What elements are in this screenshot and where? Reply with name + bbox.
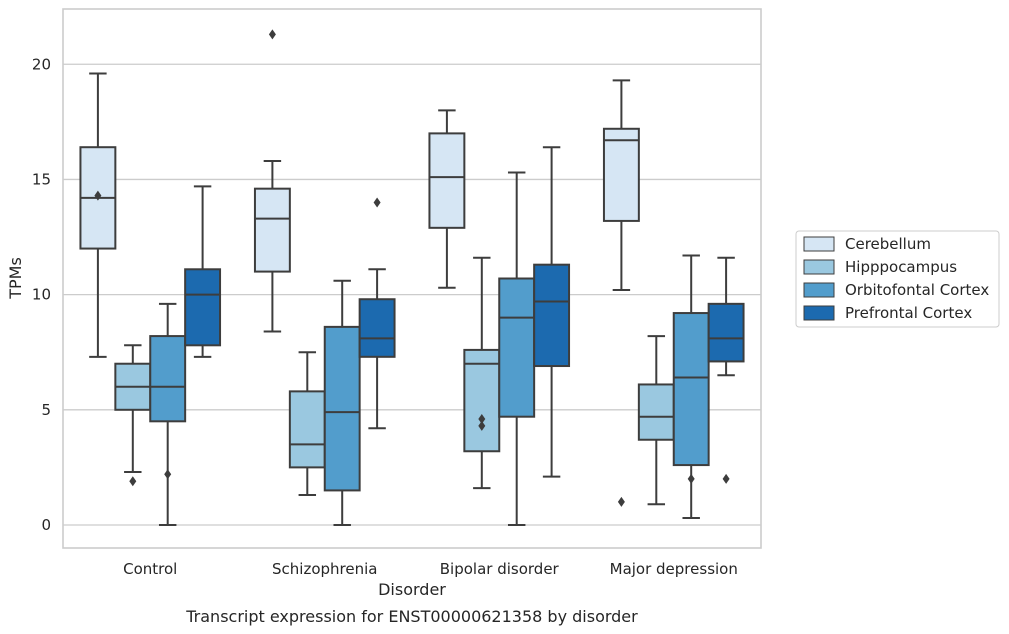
box — [533, 146, 571, 478]
legend-label: Prefrontal Cortex — [845, 304, 972, 322]
x-tick-label: Control — [123, 560, 177, 578]
plot-frame — [62, 8, 762, 549]
box — [253, 29, 291, 333]
box-body — [707, 302, 745, 363]
box-body — [637, 383, 675, 441]
x-tick-labels: Control Schizophrenia Bipolar disorder Majo… — [123, 560, 738, 578]
box — [184, 185, 222, 358]
box-body — [463, 348, 501, 453]
box-body — [323, 325, 361, 492]
box-body — [253, 187, 291, 273]
box — [428, 109, 466, 289]
box — [323, 279, 361, 526]
series-orbitofontal-cortex — [149, 171, 710, 526]
outlier-point — [164, 469, 172, 480]
outlier-point — [129, 476, 137, 487]
box — [672, 254, 710, 520]
legend-swatch — [803, 236, 835, 252]
outlier-point — [687, 473, 695, 484]
y-tick-label: 5 — [41, 401, 51, 419]
y-tick-label: 15 — [32, 170, 51, 188]
legend-swatch — [803, 282, 835, 298]
x-tick-label: Schizophrenia — [272, 560, 377, 578]
box — [288, 351, 326, 497]
legend-swatch — [803, 305, 835, 321]
box — [498, 171, 536, 526]
y-tick-label: 10 — [32, 286, 51, 304]
outlier-point — [617, 496, 625, 507]
x-tick-label: Bipolar disorder — [440, 560, 560, 578]
outlier-point — [268, 29, 276, 40]
x-axis-label: Disorder — [378, 580, 446, 599]
box-body — [672, 312, 710, 467]
outlier-point — [94, 190, 102, 201]
legend-frame — [795, 230, 1000, 328]
legend: Cerebellum Hipppocampus Orbitofontal Corte… — [795, 230, 1000, 328]
box — [114, 344, 152, 487]
box-body — [184, 268, 222, 347]
box-body — [498, 277, 536, 418]
box — [707, 256, 745, 484]
box-body — [288, 390, 326, 469]
legend-items: Cerebellum Hipppocampus Orbitofontal Corte… — [803, 235, 989, 322]
box — [637, 335, 675, 506]
box-body — [428, 132, 466, 229]
box-series — [79, 29, 745, 526]
legend-label: Hipppocampus — [845, 258, 957, 276]
series-cerebellum — [79, 29, 640, 507]
y-axis-label: TPMs — [6, 257, 25, 300]
box-body — [602, 127, 640, 222]
box — [79, 72, 117, 358]
outlier-point — [373, 197, 381, 208]
outlier-point — [478, 420, 486, 431]
outlier-point — [478, 414, 486, 425]
series-prefrontal-cortex — [184, 146, 745, 484]
box — [602, 79, 640, 507]
outlier-point — [722, 473, 730, 484]
box-body — [533, 263, 571, 368]
legend-label: Orbitofontal Cortex — [845, 281, 989, 299]
box — [358, 197, 396, 430]
box-body — [149, 335, 187, 423]
y-tick-label: 0 — [41, 516, 51, 534]
legend-swatch — [803, 259, 835, 275]
x-tick-label: Major depression — [610, 560, 738, 578]
y-tick-label: 20 — [32, 55, 51, 73]
legend-label: Cerebellum — [845, 235, 931, 253]
y-tick-labels: 0 5 10 15 20 — [32, 55, 51, 534]
box-body — [358, 298, 396, 358]
box — [463, 256, 501, 490]
box — [149, 302, 187, 526]
figure-caption: Transcript expression for ENST0000062135… — [185, 607, 638, 626]
